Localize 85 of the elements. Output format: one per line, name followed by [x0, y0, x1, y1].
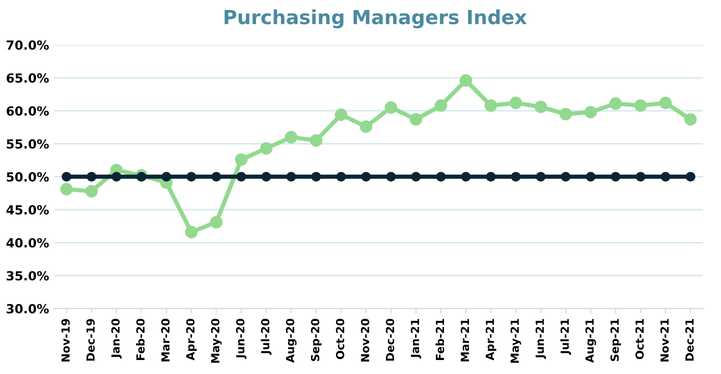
- point: [211, 172, 222, 182]
- x-tick-label: Sep-20: [310, 318, 322, 362]
- point: [310, 134, 322, 147]
- point: [434, 99, 448, 112]
- x-tick-label: Nov-21: [660, 319, 669, 362]
- x-tick-label: Jun-21: [536, 319, 546, 359]
- point: [559, 108, 572, 120]
- x-tick-label: Nov-19: [61, 318, 70, 362]
- x-tick-label: Jan-21: [410, 319, 422, 359]
- x-tick-label: Nov-20: [360, 318, 370, 362]
- x-tick-label: Aug-21: [585, 319, 596, 363]
- point: [261, 172, 272, 182]
- y-tick-label: 30.0%: [6, 304, 49, 314]
- point: [510, 172, 521, 182]
- x-tick-label: Oct-20: [336, 318, 344, 360]
- point: [334, 108, 348, 122]
- y-tick-label: 55.0%: [6, 139, 49, 149]
- point: [534, 100, 547, 114]
- point: [584, 106, 597, 118]
- point: [260, 142, 272, 155]
- x-tick-label: Sep-21: [610, 319, 621, 362]
- point: [86, 172, 96, 182]
- x-tick-label: Mar-21: [460, 319, 470, 362]
- point: [361, 172, 371, 182]
- x-tick-label: Dec-21: [685, 319, 694, 361]
- point: [162, 172, 172, 182]
- point: [235, 153, 248, 166]
- y-tick-label: 70.0%: [6, 40, 49, 50]
- point: [411, 172, 421, 182]
- point: [384, 101, 398, 114]
- x-tick-label: Aug-20: [286, 318, 297, 363]
- x-tick-label: Apr-21: [486, 319, 496, 360]
- point: [436, 172, 446, 182]
- point: [659, 96, 672, 110]
- point: [461, 172, 471, 182]
- y-tick-label: 35.0%: [6, 271, 49, 281]
- point: [536, 172, 546, 182]
- x-tick-label: Feb-20: [136, 318, 145, 360]
- point: [85, 184, 98, 198]
- point: [510, 96, 522, 110]
- point: [460, 74, 472, 87]
- y-tick-label: 45.0%: [6, 205, 49, 215]
- point: [311, 172, 321, 182]
- point: [286, 172, 296, 182]
- point: [62, 172, 72, 182]
- point: [609, 97, 622, 110]
- chart-title: Purchasing Managers Index: [224, 9, 527, 28]
- x-tick-label: Jul-20: [260, 318, 272, 355]
- point: [284, 130, 298, 144]
- point: [660, 172, 670, 182]
- y-tick-label: 65.0%: [6, 73, 49, 83]
- point: [636, 172, 646, 182]
- point: [486, 172, 496, 182]
- point: [586, 172, 596, 182]
- point: [410, 113, 422, 126]
- point: [686, 172, 696, 182]
- point: [336, 172, 346, 182]
- x-tick-label: Oct-21: [635, 319, 644, 360]
- x-tick-label: Jul-21: [560, 319, 571, 355]
- point: [186, 172, 196, 182]
- x-tick-label: Jan-20: [111, 318, 122, 359]
- x-tick-label: May-20: [211, 318, 222, 363]
- point: [210, 216, 223, 228]
- point: [560, 172, 571, 182]
- point: [610, 172, 620, 182]
- y-tick-label: 40.0%: [6, 238, 49, 248]
- point: [360, 120, 372, 133]
- point: [60, 182, 73, 196]
- point: [684, 113, 697, 126]
- x-tick-label: Apr-20: [186, 318, 197, 360]
- x-tick-label: May-21: [510, 319, 522, 363]
- point: [185, 226, 198, 238]
- y-tick-label: 50.0%: [6, 172, 49, 182]
- point: [634, 99, 647, 112]
- x-tick-label: Dec-19: [86, 318, 95, 361]
- y-tick-label: 60.0%: [6, 106, 49, 116]
- x-tick-label: Feb-21: [436, 319, 444, 360]
- x-tick-label: Dec-20: [386, 318, 394, 361]
- point: [386, 172, 396, 182]
- point: [136, 172, 146, 182]
- x-tick-label: Mar-20: [161, 318, 170, 362]
- x-tick-label: Jun-20: [236, 318, 247, 359]
- point: [484, 99, 498, 112]
- point: [236, 172, 246, 182]
- point: [112, 172, 122, 182]
